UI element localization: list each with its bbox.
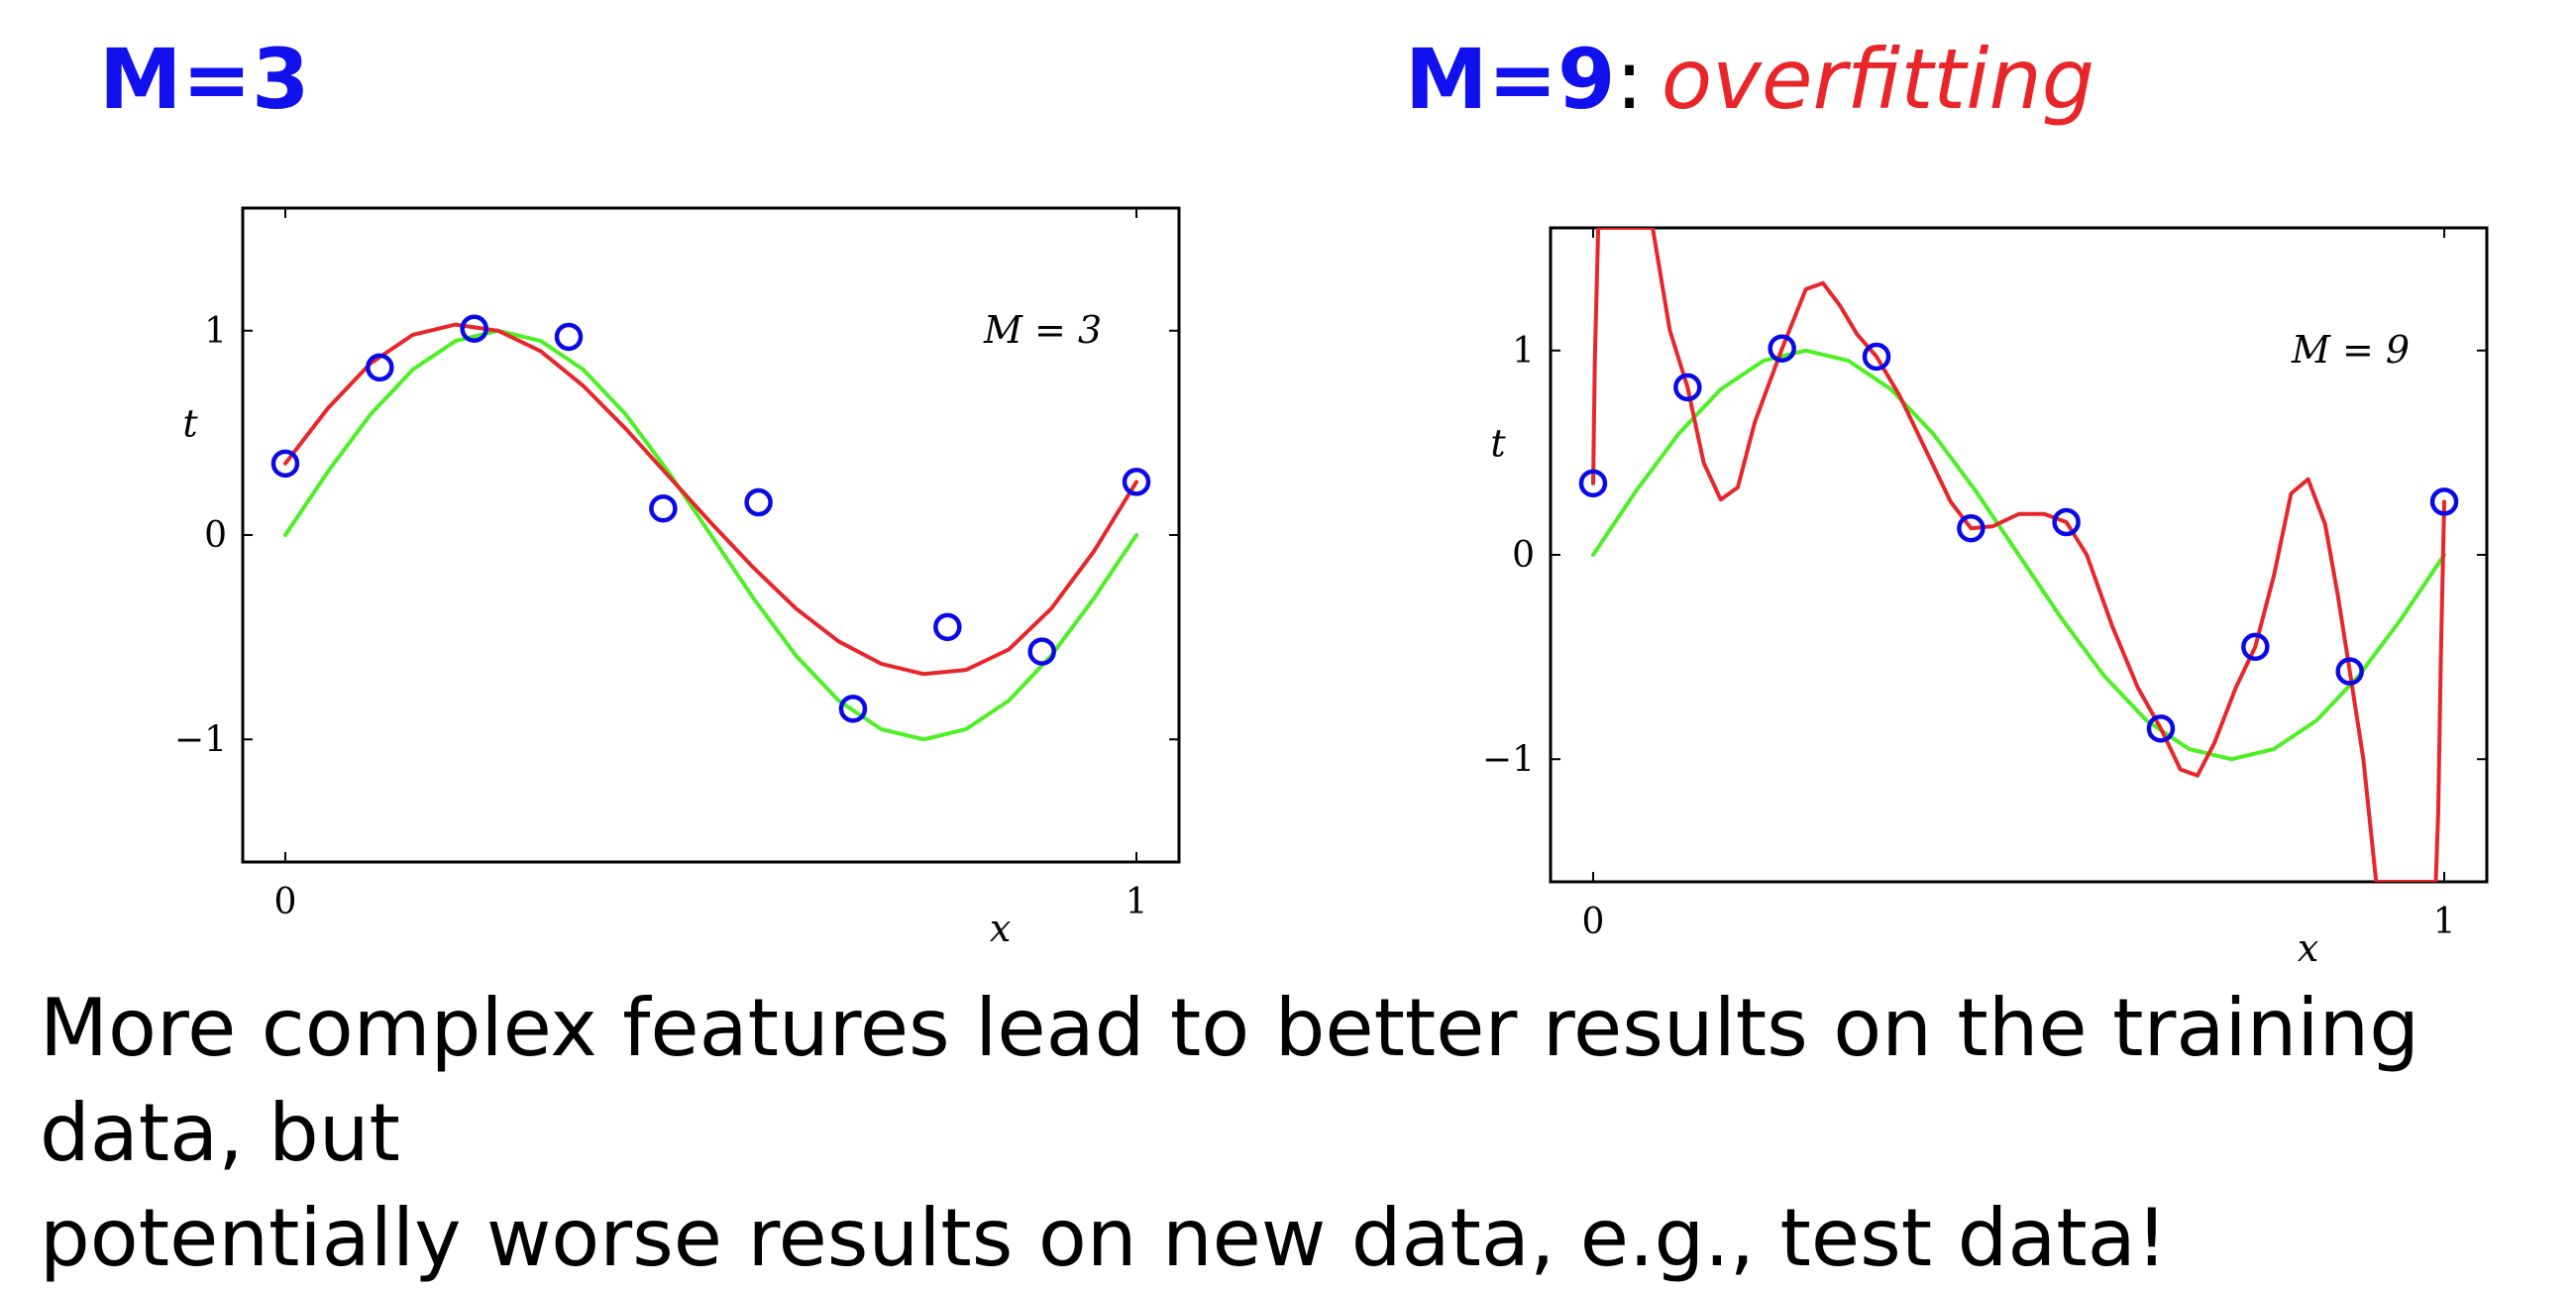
data-point [744,487,773,517]
data-point [366,353,394,382]
fit-curve [1591,228,2446,882]
data-point [2146,714,2176,743]
plot-area [283,322,1138,742]
x-tick-label: 0 [1582,902,1605,942]
data-point [460,314,488,343]
model-order-annotation: M = 9 [2291,328,2410,372]
x-tick-label: 0 [274,882,297,922]
y-tick-label: −1 [174,719,227,760]
data-point [933,612,962,642]
model-order-annotation: M = 3 [983,308,1102,352]
y-axis-label: t [182,402,198,446]
data-point [1673,373,1702,402]
plot-area [1591,228,2446,882]
data-point [2241,632,2270,662]
left-heading: M=3 [99,31,310,128]
data-point [1862,342,1891,372]
data-point [554,322,584,352]
chart-m3: 0 1 −1 0 1 x t M = 3 [174,206,1181,950]
data-point [1027,637,1056,666]
data-point [1957,513,1986,543]
data-point [270,449,300,479]
caption-line-2: potentially worse results on new data, e… [40,1192,2168,1284]
true-function-curve [283,328,1138,742]
right-heading: M=9: overfitting [1405,38,2094,121]
right-heading-main: M=9 [1405,31,1616,128]
y-tick-label: 1 [1512,331,1535,372]
true-function-curve [1591,348,2446,762]
data-point [1768,334,1796,363]
y-tick-label: 0 [204,515,227,556]
data-point [649,493,678,523]
data-point [1122,468,1151,496]
x-tick-label: 1 [2433,902,2456,942]
data-point [1578,469,1608,498]
overfitting-note: overfitting [1661,31,2095,128]
data-point [838,695,868,723]
y-axis-label: t [1490,422,1506,466]
right-heading-colon: : [1615,31,1644,128]
data-point [2335,657,2364,686]
chart-m9: 0 1 −1 0 1 x t M = 9 [1482,226,2489,970]
x-tick-label: 1 [1126,882,1148,922]
y-tick-label: 1 [204,311,227,352]
y-tick-label: −1 [1482,739,1535,780]
data-point [2429,487,2459,516]
caption-line-1: More complex features lead to better res… [40,982,2419,1179]
fit-curve [283,322,1138,677]
y-tick-label: 0 [1512,535,1535,576]
x-axis-label: x [990,907,1011,950]
x-axis-label: x [2298,926,2318,970]
data-point [2052,507,2081,537]
caption: More complex features lead to better res… [40,976,2536,1291]
